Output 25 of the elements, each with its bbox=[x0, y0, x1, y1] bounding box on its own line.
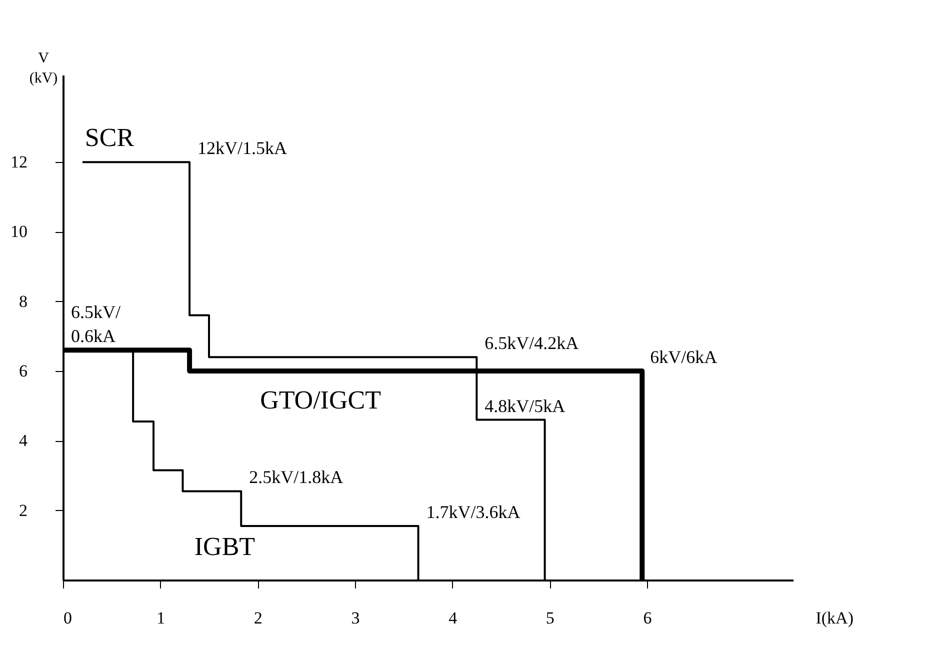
y-tick-label: 2 bbox=[19, 500, 28, 520]
y-tick-label: 10 bbox=[10, 222, 28, 242]
x-tick-label: 1 bbox=[156, 608, 166, 628]
annotation: 2.5kV/1.8kA bbox=[249, 467, 344, 488]
annotation: 1.7kV/3.6kA bbox=[426, 502, 520, 522]
x-tick-label: 4 bbox=[448, 608, 458, 628]
annotation: SCR bbox=[84, 122, 135, 152]
annotation: 4.8kV/5kA bbox=[484, 396, 566, 416]
annotation: GTO/IGCT bbox=[260, 385, 382, 414]
x-tick-label: 6 bbox=[643, 608, 652, 628]
annotation: 6.5kV/4.2kA bbox=[484, 333, 579, 354]
x-axis-title: I(kA) bbox=[816, 608, 854, 628]
x-tick-label: 0 bbox=[64, 608, 72, 628]
y-tick-label: 6 bbox=[19, 362, 28, 381]
y-axis-title: V (kV) bbox=[29, 50, 58, 86]
x-tick-label: 3 bbox=[351, 608, 360, 628]
annotation: 6.5kV/ 0.6kA bbox=[71, 302, 120, 346]
annotation: 6kV/6kA bbox=[650, 347, 718, 368]
y-tick-label: 12 bbox=[10, 152, 28, 172]
annotation: 12kV/1.5kA bbox=[198, 138, 288, 158]
x-tick-label: 5 bbox=[546, 608, 554, 628]
x-tick-label: 2 bbox=[254, 608, 262, 628]
y-tick-label: 4 bbox=[19, 431, 28, 450]
y-tick-label: 8 bbox=[19, 292, 28, 311]
annotation: IGBT bbox=[194, 532, 256, 561]
